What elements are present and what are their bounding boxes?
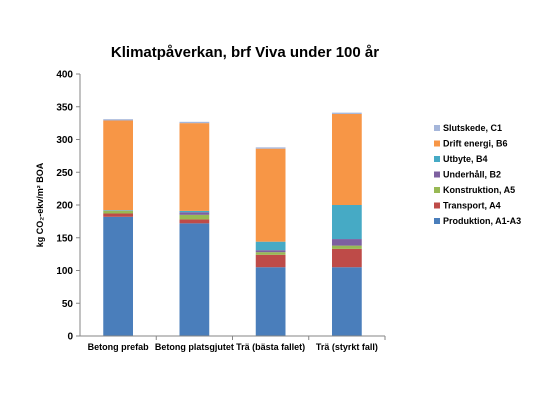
legend-label: Drift energi, B6	[443, 139, 508, 149]
y-tick-label: 400	[56, 70, 73, 81]
bar-segment	[332, 267, 362, 336]
x-tick-label: Betong prefab	[88, 342, 150, 352]
y-tick-label: 50	[62, 299, 74, 310]
legend-swatch	[434, 218, 440, 224]
bar-segment	[179, 219, 210, 224]
bar-segment	[255, 148, 286, 242]
x-tick-label: Trä (bästa fallet)	[236, 342, 305, 352]
bar-segment	[332, 248, 362, 268]
y-tick-label: 100	[56, 266, 73, 277]
legend-swatch	[434, 187, 440, 193]
legend-swatch	[434, 171, 440, 178]
bar-segment	[332, 205, 362, 240]
legend-swatch	[434, 202, 440, 209]
x-tick-label: Betong platsgjutet	[155, 342, 234, 352]
legend-label: Slutskede, C1	[443, 123, 502, 133]
bar-segment	[255, 241, 286, 251]
y-tick-label: 200	[56, 201, 73, 212]
bar-segment	[255, 147, 286, 149]
bar-segment	[179, 214, 210, 220]
bar-segment	[103, 216, 133, 336]
bar-segment	[255, 254, 286, 268]
legend-label: Produktion, A1-A3	[443, 216, 521, 226]
bar-segment	[332, 245, 362, 249]
bar-segment	[255, 267, 286, 336]
bar-segment	[103, 210, 133, 214]
bar-segment	[255, 250, 286, 253]
bar-segment	[332, 112, 362, 114]
legend-label: Underhåll, B2	[443, 170, 501, 180]
legend-label: Transport, A4	[443, 201, 501, 211]
y-tick-label: 150	[56, 233, 73, 244]
bar-segment	[332, 113, 362, 205]
bar-segment	[103, 213, 133, 217]
bar-segment	[103, 120, 133, 211]
bar-segment	[332, 239, 362, 246]
bar-segment	[179, 212, 210, 215]
bar-segment	[103, 119, 133, 121]
chart-title: Klimatpåverkan, brf Viva under 100 år	[111, 44, 379, 61]
legend-label: Utbyte, B4	[443, 154, 488, 164]
legend-swatch	[434, 140, 440, 147]
y-tick-label: 250	[56, 168, 73, 179]
bar-segment	[179, 223, 210, 336]
bar-segment	[179, 121, 210, 124]
y-axis-label-group: kg CO₂-ekv/m² BOA	[35, 162, 45, 247]
y-axis-label: kg CO₂-ekv/m² BOA	[35, 162, 45, 247]
legend-label: Konstruktion, A5	[443, 185, 515, 195]
bar-segment	[179, 123, 210, 211]
y-tick-label: 300	[56, 135, 73, 146]
x-tick-label: Trä (styrkt fall)	[316, 342, 378, 352]
legend-swatch	[434, 125, 440, 131]
bar-segment	[179, 210, 210, 213]
bar-segment	[103, 210, 133, 211]
bar-segment	[255, 252, 286, 255]
y-tick-label: 0	[67, 332, 73, 343]
legend: Slutskede, C1 Drift energi, B6 Utbyte, B4 U…	[434, 123, 521, 226]
legend-swatch	[434, 156, 440, 162]
y-tick-label: 350	[56, 102, 73, 113]
bars	[103, 112, 362, 336]
axes: 0 50 100 150 200 250 300 350 400 Betong prefab Bet…	[56, 70, 386, 352]
